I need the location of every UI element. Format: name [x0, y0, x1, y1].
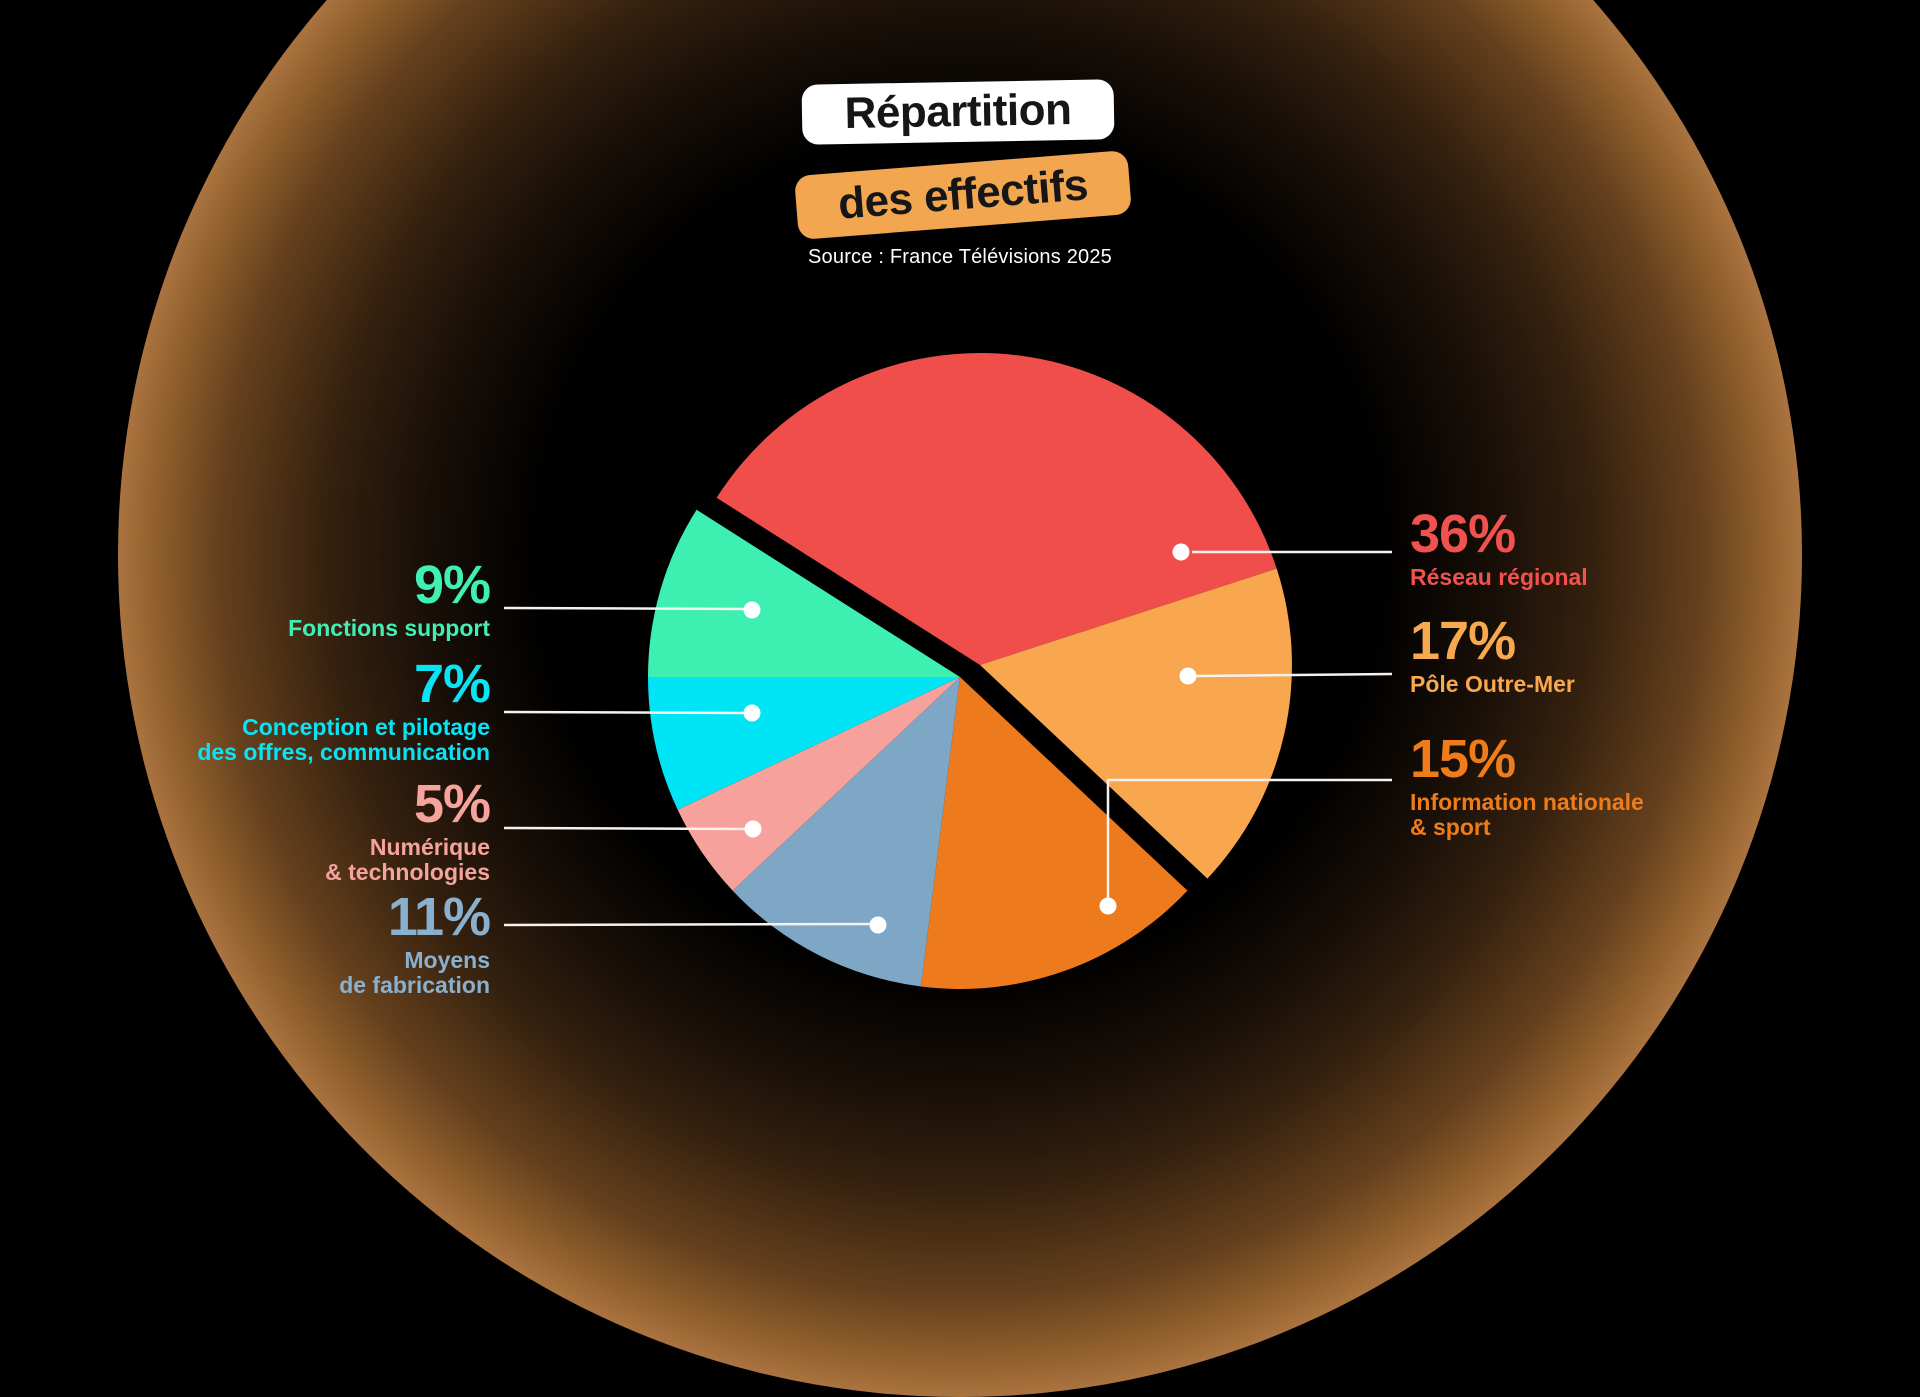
- callout-percent: 11%: [387, 887, 491, 947]
- callout-label: Fonctions support: [288, 615, 490, 641]
- pie-slice-numerique-technologies: [677, 677, 960, 891]
- callout-label: Pôle Outre-Mer: [1410, 671, 1575, 697]
- leader-line-numerique-technologies: [503, 826, 748, 831]
- callout-percent: 15%: [1410, 729, 1516, 789]
- title-badge-line1: Répartition: [801, 79, 1115, 145]
- leader-dot-reseau-regional: [1172, 543, 1190, 561]
- pie-chart: [503, 353, 1393, 989]
- pie-slices-group: [648, 353, 1292, 989]
- pie-slice-reseau-regional: [716, 353, 1277, 665]
- title-text-line2: des effectifs: [836, 160, 1090, 229]
- leader-line-conception-pilotage-offres-communication: [503, 710, 747, 715]
- leader-dot-pole-outre-mer: [1179, 667, 1197, 685]
- leader-dot-numerique-technologies: [744, 820, 762, 838]
- callout-numerique-technologies: 5% Numérique & technologies: [325, 774, 491, 885]
- callout-reseau-regional: 36% Réseau régional: [1410, 505, 1588, 590]
- callout-pole-outre-mer: 17% Pôle Outre-Mer: [1410, 612, 1575, 697]
- callout-label: Réseau régional: [1410, 564, 1588, 590]
- callout-conception-pilotage: 7% Conception et pilotage des offres, co…: [197, 654, 491, 765]
- leader-dot-fonctions-support: [743, 601, 761, 619]
- pie-slice-moyens-de-fabrication: [732, 677, 960, 987]
- callout-fonctions-support: 9% Fonctions support: [288, 555, 491, 641]
- pie-slice-pole-outre-mer: [980, 568, 1292, 879]
- leader-line-pole-outre-mer: [1195, 672, 1393, 678]
- leader-dot-moyens-de-fabrication: [869, 916, 887, 934]
- callout-information-nationale-sport: 15% Information nationale & sport: [1410, 730, 1644, 840]
- leader-dot-conception-pilotage-offres-communication: [743, 704, 761, 722]
- callout-label: Conception et pilotage des offres, commu…: [197, 714, 490, 765]
- leader-lines-group: [503, 543, 1393, 934]
- pie-slice-fonctions-support: [648, 509, 960, 677]
- callout-label: Numérique & technologies: [325, 834, 490, 885]
- callout-percent: 36%: [1410, 504, 1516, 564]
- callout-percent: 5%: [413, 774, 491, 834]
- callout-label: Moyens de fabrication: [339, 947, 490, 998]
- source-caption: Source : France Télévisions 2025: [808, 246, 1112, 268]
- callout-label: Information nationale & sport: [1410, 789, 1644, 840]
- callout-percent: 7%: [413, 654, 491, 714]
- leader-line-information-nationale-sport: [1106, 778, 1392, 898]
- callout-percent: 9%: [413, 555, 491, 615]
- leader-line-moyens-de-fabrication: [503, 922, 873, 927]
- title-text-line1: Répartition: [844, 85, 1072, 138]
- pie-slice-information-nationale-sport: [920, 677, 1188, 989]
- leader-dot-information-nationale-sport: [1099, 897, 1117, 915]
- leader-line-fonctions-support: [503, 606, 747, 611]
- callout-percent: 17%: [1410, 611, 1516, 671]
- callout-moyens-de-fabrication: 11% Moyens de fabrication: [339, 887, 491, 998]
- pie-slice-conception-pilotage-offres-communication: [648, 677, 960, 810]
